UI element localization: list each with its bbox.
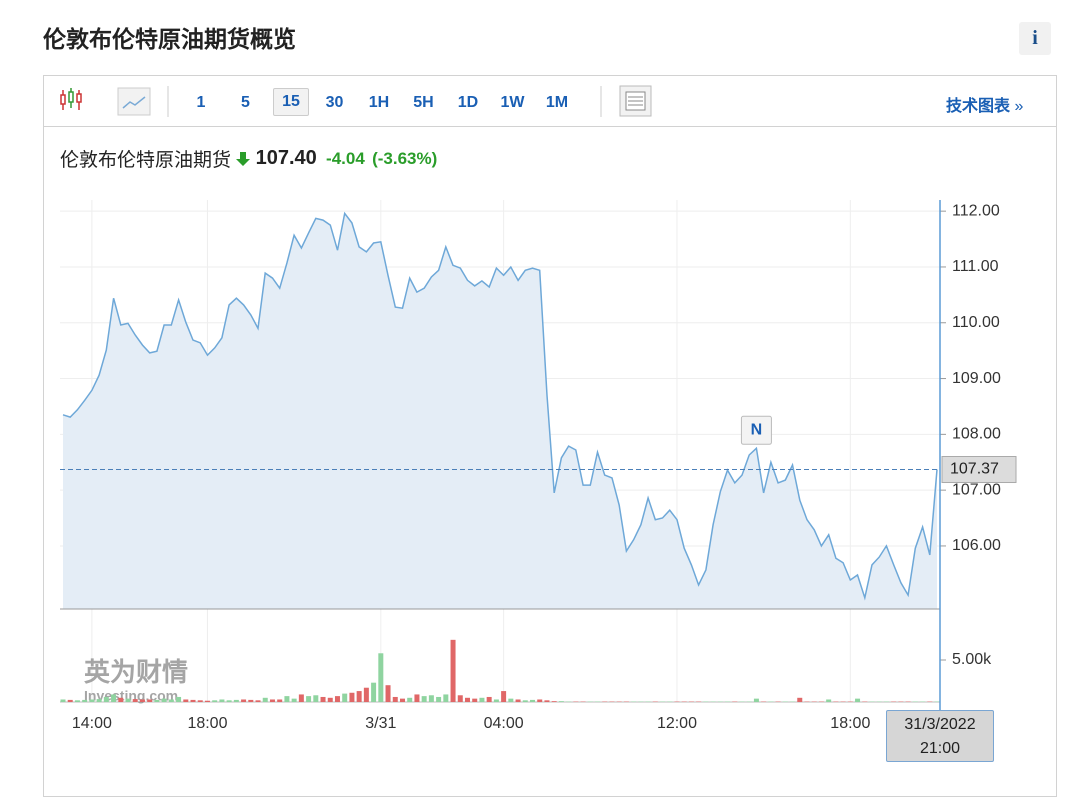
volume-bar [559,701,564,702]
volume-bar [349,693,354,702]
y-tick-label: 111.00 [952,258,999,275]
volume-bar [277,699,282,702]
volume-bar [241,699,246,702]
volume-bar [270,699,275,702]
volume-bar [465,698,470,702]
volume-bar [205,701,210,702]
x-tick-label: 18:00 [830,715,870,732]
volume-bar [234,700,239,702]
y-tick-label: 5.00k [952,651,992,668]
volume-bar [458,695,463,702]
volume-bar [97,699,102,702]
volume-bar [61,699,66,702]
volume-bar [371,683,376,702]
volume-bar [487,697,492,702]
volume-bar [342,694,347,702]
volume-bar [212,700,217,702]
volume-bar [479,698,484,702]
volume-bar [118,698,123,702]
x-tick-label: 12:00 [657,715,697,732]
volume-bar [523,700,528,702]
volume-bar [248,700,253,702]
volume-bar [75,700,80,702]
volume-bar [198,700,203,702]
volume-bar [357,691,362,702]
volume-bar [530,700,535,702]
volume-bar [826,699,831,702]
volume-bar [154,700,159,702]
volume-bar [436,697,441,702]
volume-bar [133,699,138,702]
volume-bar [183,699,188,702]
volume-bar [414,694,419,702]
volume-bar [537,699,542,702]
volume-bar [299,694,304,702]
toolbar-icons [0,0,1080,140]
table-icon[interactable] [620,86,651,116]
cursor-date-label: 31/3/2022 21:00 [886,710,994,762]
volume-bar [162,699,167,702]
volume-bar [328,698,333,702]
volume-bar [508,699,513,702]
volume-bar [284,696,289,702]
y-tick-label: 108.00 [952,426,1001,443]
volume-bar [227,700,232,702]
x-tick-label: 3/31 [365,715,396,732]
volume-bar [407,698,412,702]
line-icon-box[interactable] [118,88,150,115]
volume-bar [544,700,549,702]
annotation-label: N [751,422,763,439]
y-tick-label: 110.00 [952,314,1000,331]
volume-bar [176,697,181,702]
volume-bar [140,699,145,702]
volume-bar [552,701,557,702]
volume-bar [111,694,116,702]
volume-bar [378,653,383,702]
volume-bar [219,699,224,702]
volume-bar [335,696,340,702]
volume-bar [797,698,802,702]
volume-bar [429,695,434,702]
volume-bar [400,699,405,702]
volume-bar [104,697,109,702]
volume-bar [364,688,369,702]
volume-bar [494,699,499,702]
volume-bar [82,700,87,702]
volume-bar [89,699,94,702]
volume-bar [147,699,152,702]
watermark: 英为财情 [84,657,188,687]
volume-bar [516,699,521,702]
volume-bar [191,700,196,702]
volume-bar [501,691,506,702]
volume-bar [386,685,391,702]
volume-bar [443,694,448,702]
volume-bar [472,699,477,702]
volume-bar [754,699,759,702]
volume-bar [313,695,318,702]
volume-bar [263,698,268,702]
volume-bar [422,696,427,702]
x-tick-label: 18:00 [187,715,227,732]
volume-bar [321,697,326,702]
volume-bar [855,699,860,702]
x-tick-label: 04:00 [484,715,524,732]
y-tick-label: 109.00 [952,370,1001,387]
volume-bar [169,699,174,702]
x-tick-label: 14:00 [72,715,112,732]
candlestick-icon[interactable] [61,88,81,110]
volume-bar [126,699,131,702]
last-price-label: 107.37 [950,461,999,478]
volume-bar [393,697,398,702]
y-tick-label: 107.00 [952,481,1001,498]
y-tick-label: 106.00 [952,537,1001,554]
volume-bar [256,700,261,702]
volume-bar [451,640,456,702]
volume-bar [306,696,311,702]
volume-bar [292,699,297,702]
y-tick-label: 112.00 [952,202,1000,219]
volume-bar [68,700,73,702]
